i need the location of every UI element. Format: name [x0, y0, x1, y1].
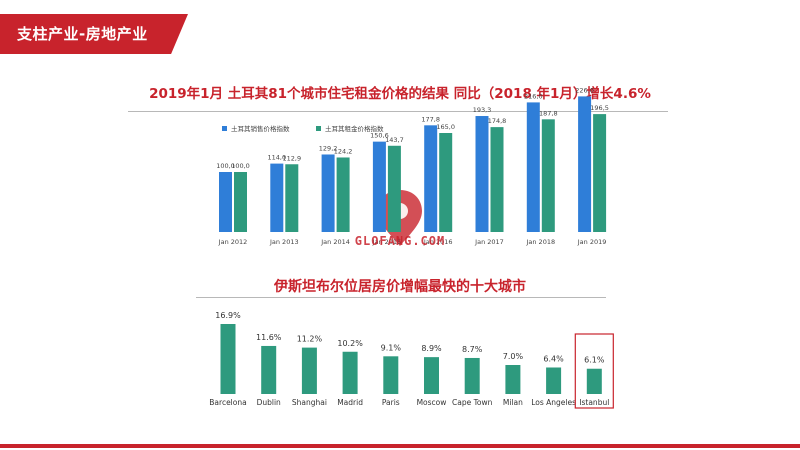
chart1-x-tick-label: Jan 2019	[577, 238, 607, 246]
chart1-bar-rent	[593, 114, 607, 232]
chart2-x-tick-label: Moscow	[417, 398, 447, 407]
chart1-legend-swatch	[316, 126, 321, 131]
chart2-bar	[301, 347, 317, 394]
chart1-legend-swatch	[222, 126, 227, 131]
chart1-title: 2019年1月 土耳其81个城市住宅租金价格的结果 同比（2018 年1月）增长…	[149, 86, 651, 102]
chart2-value-label: 7.0%	[503, 352, 524, 361]
chart1-divider	[128, 111, 668, 112]
chart2-x-tick-label: Shanghai	[292, 398, 327, 407]
chart2-value-label: 9.1%	[381, 343, 402, 352]
chart2-x-tick-label: Barcelona	[209, 398, 246, 407]
chart2-value-label: 11.6%	[256, 333, 282, 342]
chart2-x-tick-label: Madrid	[337, 398, 363, 407]
chart1-bar-rent	[439, 133, 453, 232]
chart2-value-label: 6.4%	[543, 354, 564, 363]
chart1-value-label: 100,0	[216, 162, 235, 170]
chart2-value-label: 16.9%	[215, 311, 241, 320]
chart1-bar-sales	[372, 141, 386, 232]
chart2-x-tick-label: Cape Town	[452, 398, 493, 407]
chart1-value-label: 150,6	[370, 132, 389, 140]
chart1-x-tick-label: Jan 2018	[525, 238, 555, 246]
chart1-bar-sales	[578, 96, 592, 233]
chart1-x-tick-label: Jan 2016	[423, 238, 453, 246]
chart2-bar	[424, 357, 439, 394]
chart1-bar-sales	[526, 102, 540, 233]
chart2-bar	[261, 345, 277, 394]
chart2-bar	[586, 368, 602, 394]
chart2-bar	[464, 357, 480, 394]
chart1-value-label: 196,5	[590, 104, 609, 112]
chart2-x-tick-label: Los Angeles	[531, 398, 576, 407]
chart1-value-label: 187,8	[539, 109, 558, 117]
chart2-x-tick-label: Milan	[503, 398, 523, 407]
chart1-bar-sales	[475, 116, 489, 232]
chart1-x-tick-label: Jan 2017	[474, 238, 504, 246]
chart1-bar-sales	[321, 154, 335, 232]
chart1-value-label: 143,7	[385, 136, 404, 144]
chart1-value-label: 165,0	[436, 123, 455, 131]
chart2-bar	[220, 324, 236, 394]
chart2-bar	[546, 367, 562, 394]
chart2-x-tick-label: Paris	[382, 398, 400, 407]
chart2-divider	[196, 297, 606, 298]
chart2-bar	[342, 351, 358, 394]
chart2-value-label: 10.2%	[337, 339, 363, 348]
chart1-bar-sales	[270, 163, 284, 232]
chart1-x-tick-label: Jan 2015	[372, 238, 402, 246]
chart2-value-label: 8.9%	[421, 344, 442, 353]
chart1-bar-rent	[541, 119, 555, 232]
chart2-bar	[383, 356, 399, 394]
chart1-value-label: 129,2	[319, 144, 338, 152]
watermark-text: GLOFANG.COM	[354, 234, 446, 248]
chart1-value-label: 100,0	[231, 162, 250, 170]
chart2-bar	[505, 365, 521, 394]
chart1-value-label: 174,8	[488, 117, 507, 125]
chart1-value-label: 114,0	[267, 154, 286, 162]
chart2-title: 伊斯坦布尔位居房价增幅最快的十大城市	[274, 279, 526, 295]
chart1-bar-rent	[336, 157, 350, 232]
chart1-legend-label: 土耳其销售价格指数	[231, 124, 290, 133]
chart1-bar-sales	[424, 125, 438, 232]
chart1-bar-sales	[219, 172, 232, 232]
chart1-bar-rent	[490, 127, 504, 232]
chart2-value-label: 6.1%	[584, 356, 605, 365]
chart1-bar-rent	[234, 172, 247, 232]
chart1-value-label: 177,8	[421, 115, 440, 123]
chart1-value-label: 112,9	[282, 154, 301, 162]
chart2-value-label: 11.2%	[297, 335, 323, 344]
section-header-band: 支柱产业-房地产业	[0, 14, 188, 54]
chart1-x-tick-label: Jan 2012	[218, 238, 248, 246]
chart1-value-label: 216,0	[524, 92, 543, 100]
chart1-bar-rent	[387, 145, 401, 232]
chart1-value-label: 226,0	[575, 86, 594, 94]
chart1-x-tick-label: Jan 2013	[269, 238, 299, 246]
chart1-value-label: 193,3	[473, 106, 492, 114]
footer-rule	[0, 444, 800, 448]
chart2-x-tick-label: Dublin	[257, 398, 281, 407]
chart2-highlight-box	[574, 333, 614, 409]
section-header-title: 支柱产业-房地产业	[17, 25, 148, 43]
chart1-bar-rent	[285, 164, 299, 232]
chart1-legend-label: 土耳其租金价格指数	[325, 124, 384, 133]
chart1-value-label: 124,2	[334, 147, 353, 155]
chart1-x-tick-label: Jan 2014	[320, 238, 350, 246]
chart2-value-label: 8.7%	[462, 345, 483, 354]
chart2-x-tick-label: Istanbul	[579, 398, 609, 407]
